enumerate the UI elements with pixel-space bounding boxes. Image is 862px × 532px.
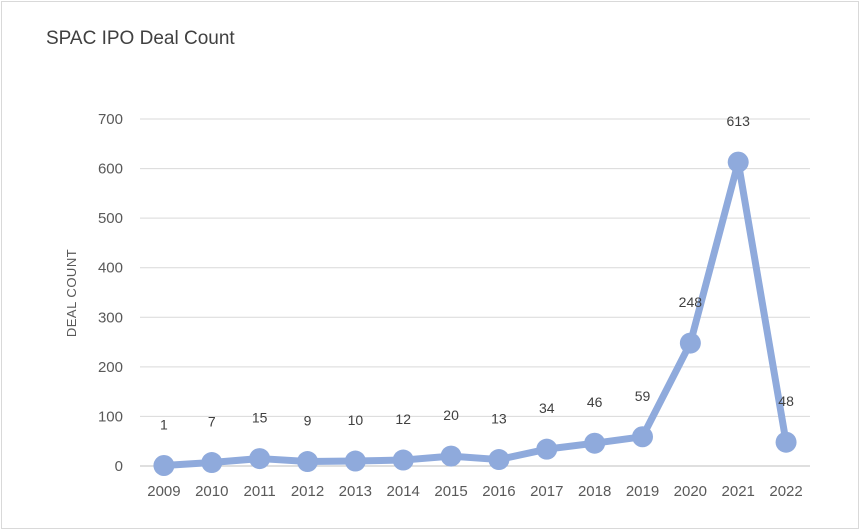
data-point — [440, 445, 462, 467]
y-tick-label: 200 — [98, 359, 123, 376]
y-axis-ticks: 0 100 200 300 400 500 600 700 — [98, 111, 123, 475]
data-label: 34 — [539, 400, 555, 416]
data-labels: 1 7 15 9 10 12 20 13 34 46 59 248 613 48 — [160, 113, 794, 432]
data-point — [392, 449, 414, 471]
data-label: 10 — [348, 412, 364, 428]
data-point — [249, 448, 271, 470]
y-tick-label: 0 — [115, 458, 123, 475]
chart-title: SPAC IPO Deal Count — [46, 28, 235, 49]
x-tick-label: 2017 — [530, 483, 563, 500]
data-point — [679, 332, 701, 354]
x-tick-label: 2021 — [722, 483, 755, 500]
x-tick-label: 2016 — [482, 483, 515, 500]
series-layer — [153, 151, 797, 477]
data-point — [201, 452, 223, 474]
data-label: 248 — [679, 294, 703, 310]
data-label: 48 — [778, 393, 794, 409]
data-point — [632, 426, 653, 448]
data-point — [727, 151, 749, 173]
y-tick-label: 500 — [98, 210, 123, 227]
data-point — [488, 449, 510, 471]
data-point — [584, 432, 606, 454]
y-tick-label: 600 — [98, 161, 123, 178]
data-point — [536, 438, 558, 460]
data-point — [153, 455, 175, 477]
x-tick-label: 2018 — [578, 483, 611, 500]
y-tick-label: 400 — [98, 260, 123, 277]
y-tick-label: 100 — [98, 408, 123, 425]
x-tick-label: 2022 — [769, 483, 802, 500]
data-point — [344, 450, 366, 472]
data-label: 59 — [635, 388, 651, 404]
data-label: 46 — [587, 394, 603, 410]
data-label: 9 — [304, 413, 312, 429]
y-tick-label: 300 — [98, 309, 123, 326]
y-tick-label: 700 — [98, 111, 123, 128]
data-label: 613 — [727, 113, 751, 129]
data-point — [297, 451, 318, 473]
x-tick-label: 2009 — [147, 483, 180, 500]
x-tick-label: 2015 — [434, 483, 467, 500]
x-tick-label: 2010 — [195, 483, 228, 500]
x-tick-label: 2012 — [291, 483, 324, 500]
data-point — [775, 431, 797, 453]
x-tick-label: 2020 — [674, 483, 707, 500]
data-label: 13 — [491, 411, 507, 427]
data-label: 12 — [395, 411, 411, 427]
x-tick-label: 2019 — [626, 483, 659, 500]
data-label: 20 — [443, 407, 459, 423]
y-axis-label: DEAL COUNT — [64, 249, 79, 337]
gridlines — [140, 118, 810, 467]
data-label: 7 — [208, 414, 216, 430]
data-label: 15 — [252, 410, 268, 426]
x-axis-ticks: 2009 2010 2011 2012 2013 2014 2015 2016 2017 2018… — [147, 483, 803, 500]
data-label: 1 — [160, 417, 168, 433]
x-tick-label: 2013 — [339, 483, 372, 500]
x-tick-label: 2011 — [244, 483, 276, 500]
x-tick-label: 2014 — [387, 483, 420, 500]
